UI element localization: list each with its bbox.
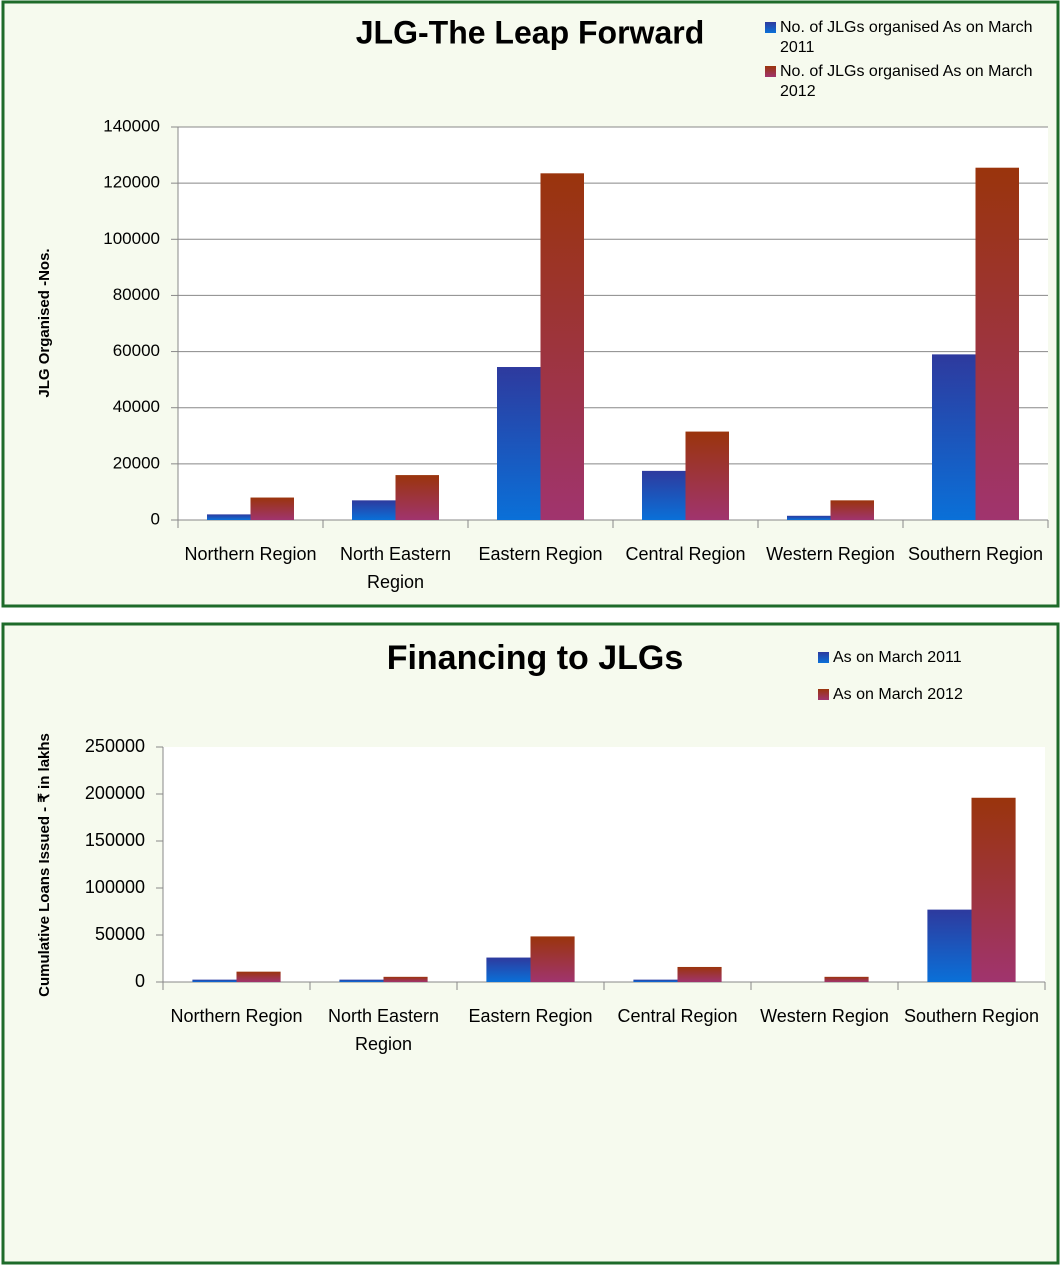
legend-label: No. of JLGs organised As on March 2011 [780, 19, 1033, 56]
bar [236, 971, 281, 982]
y-tick-label: 140000 [103, 116, 160, 135]
bar [787, 515, 831, 520]
x-tick-label: Southern Region [907, 544, 1044, 564]
plot-area [163, 747, 1045, 982]
bar [352, 500, 396, 520]
x-tick-label: Eastern Region [468, 1006, 593, 1026]
legend-swatch [765, 66, 776, 77]
x-tick-label: Northern Region [170, 1006, 303, 1026]
y-tick-label: 200000 [85, 783, 145, 803]
y-tick-label: 0 [151, 509, 160, 528]
bar [642, 470, 686, 520]
bar [685, 431, 729, 520]
bar [540, 173, 584, 520]
x-tick-label: Southern Region [903, 1006, 1040, 1026]
y-tick-label: 20000 [113, 453, 160, 472]
legend-label: As on March 2012 [833, 686, 963, 703]
legend-label: No. of JLGs organised As on March 2012 [780, 63, 1033, 100]
chart-title: Financing to JLGs [387, 639, 684, 677]
y-tick-label: 150000 [85, 830, 145, 850]
bar [395, 475, 439, 520]
y-tick-label: 120000 [103, 173, 160, 192]
bar [383, 976, 428, 982]
legend-swatch [818, 652, 829, 663]
legend-swatch [818, 689, 829, 700]
bar [927, 909, 972, 982]
x-tick-label: Western Region [766, 544, 895, 564]
y-tick-label: 60000 [113, 341, 160, 360]
y-tick-label: 0 [135, 971, 145, 991]
bar [677, 966, 722, 982]
bar [207, 514, 251, 520]
plot-area [178, 127, 1048, 520]
bar [486, 957, 531, 982]
x-tick-label: Western Region [760, 1006, 889, 1026]
x-tick-label: Central Region [625, 544, 746, 564]
x-tick-label: North Eastern Region [339, 544, 452, 592]
bar [932, 354, 976, 520]
x-tick-label: Eastern Region [478, 544, 603, 564]
bar [633, 979, 678, 982]
y-tick-label: 50000 [95, 924, 145, 944]
legend-label: As on March 2011 [833, 649, 962, 666]
bar [250, 497, 294, 520]
y-tick-label: 40000 [113, 397, 160, 416]
y-tick-label: 100000 [103, 229, 160, 248]
bar [192, 979, 237, 982]
bar [497, 367, 541, 520]
chart-title: JLG-The Leap Forward [356, 14, 704, 50]
bar [824, 976, 869, 982]
x-tick-label: North Eastern Region [327, 1006, 440, 1054]
y-tick-label: 100000 [85, 877, 145, 897]
legend-swatch [765, 22, 776, 33]
y-tick-label: 250000 [85, 736, 145, 756]
x-tick-label: Northern Region [184, 544, 317, 564]
bar [530, 936, 575, 982]
y-axis-label: JLG Organised -Nos. [36, 248, 53, 397]
y-axis-label: Cumulative Loans Issued - ₹ in lakhs [36, 733, 53, 997]
x-tick-label: Central Region [617, 1006, 738, 1026]
bar [339, 979, 384, 982]
bar [971, 797, 1016, 982]
bar [975, 167, 1019, 521]
bar [830, 500, 874, 520]
y-tick-label: 80000 [113, 285, 160, 304]
